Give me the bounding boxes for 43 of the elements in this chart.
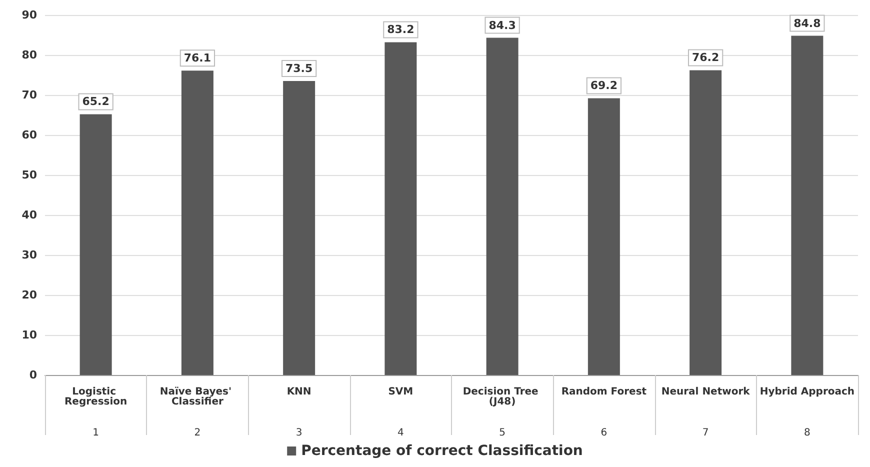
- text: 6: [600, 428, 608, 438]
- text: 7: [702, 428, 709, 438]
- x-tick-label: Random Forest: [561, 386, 647, 398]
- data-label: 84.8: [794, 16, 821, 30]
- data-label: 65.2: [82, 95, 110, 108]
- data-label: 73.5: [285, 62, 313, 75]
- y-tick-label: 10: [22, 328, 38, 342]
- y-tick-label: 70: [22, 88, 38, 102]
- x-tick-label: KNN: [286, 386, 312, 398]
- text: 1: [92, 428, 99, 438]
- x-tick-label: Neural Network: [661, 386, 750, 398]
- data-label: 76.2: [692, 51, 720, 64]
- x-tick-label: Naïve Bayes' Classifier: [160, 386, 236, 408]
- data-label: 69.2: [590, 79, 618, 92]
- text: 3: [296, 428, 302, 438]
- data-label: 84.3: [488, 18, 516, 32]
- bar: [690, 70, 722, 375]
- y-tick-label: 50: [22, 168, 38, 182]
- x-tick-label: Logistic Regression: [64, 386, 128, 408]
- bar: [283, 81, 316, 375]
- bar: [384, 42, 417, 375]
- text: 2: [194, 428, 201, 438]
- text: 5: [499, 428, 506, 438]
- y-tick-label: 40: [22, 208, 38, 222]
- text: 4: [398, 428, 404, 438]
- y-tick-label: 20: [22, 288, 38, 302]
- bar: [80, 114, 112, 375]
- bar: [791, 36, 824, 375]
- bar: [181, 70, 214, 375]
- y-tick-label: 30: [22, 248, 38, 262]
- x-tick-label: Hybrid Approach: [760, 386, 855, 398]
- data-label: 83.2: [387, 23, 414, 36]
- bar: [588, 98, 620, 375]
- y-tick-label: 80: [22, 48, 38, 62]
- data-label: 76.1: [184, 52, 212, 65]
- text: 8: [804, 428, 810, 438]
- bar: [486, 38, 518, 375]
- x-tick-label: Decision Tree (J48): [462, 386, 542, 408]
- x-tick-label: SVM: [388, 386, 414, 398]
- y-tick-label: 0: [29, 368, 38, 382]
- y-tick-label: 90: [22, 8, 38, 22]
- y-tick-label: 60: [22, 128, 38, 142]
- legend-label: Percentage of correct Classification: [301, 443, 583, 459]
